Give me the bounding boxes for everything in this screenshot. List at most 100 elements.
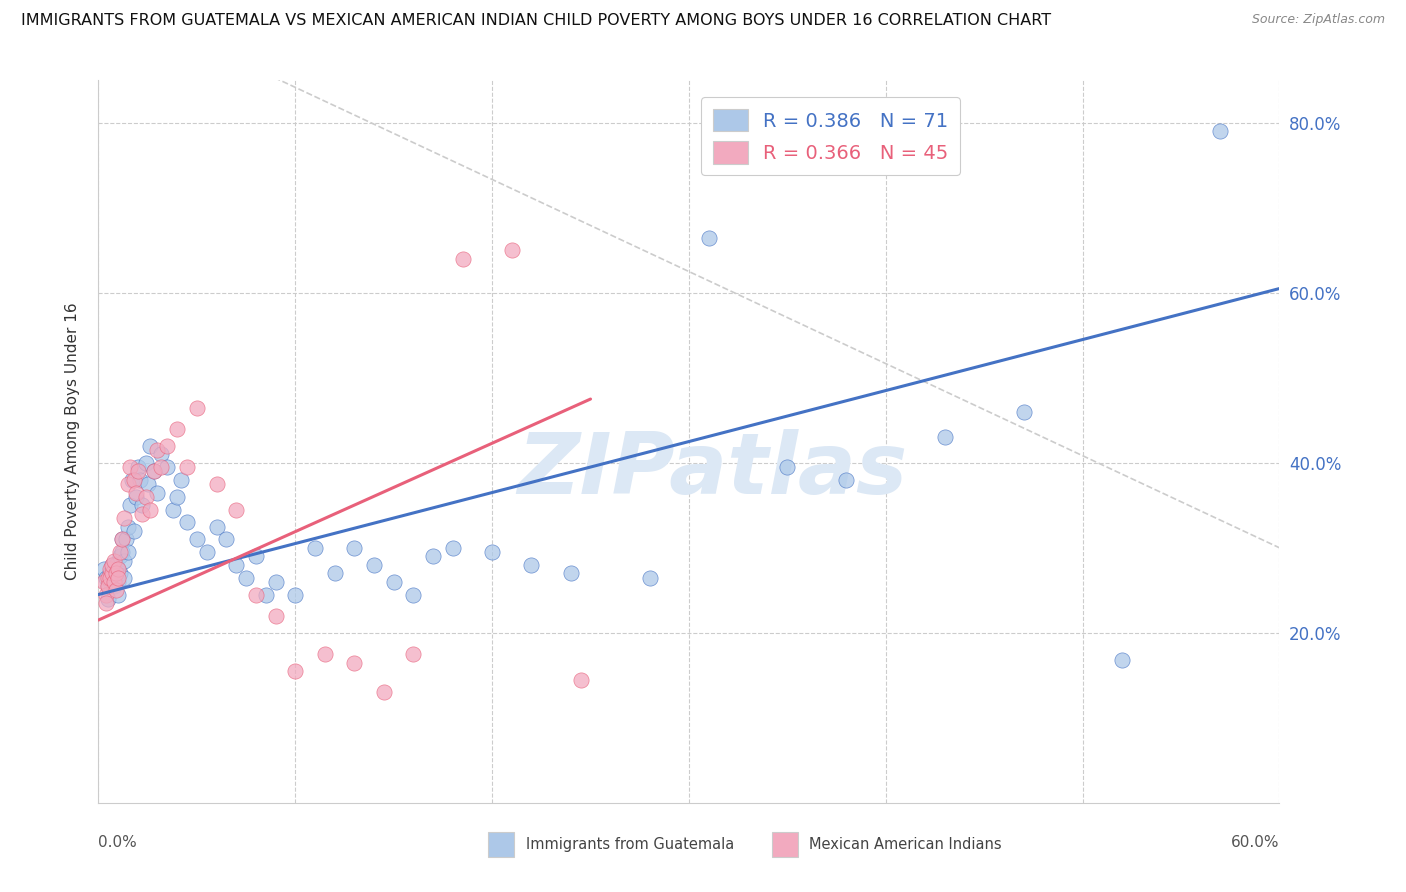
Text: IMMIGRANTS FROM GUATEMALA VS MEXICAN AMERICAN INDIAN CHILD POVERTY AMONG BOYS UN: IMMIGRANTS FROM GUATEMALA VS MEXICAN AME… <box>21 13 1052 29</box>
Point <box>101 558 124 572</box>
Point <box>127 464 149 478</box>
Point <box>96 570 118 584</box>
Point <box>135 490 157 504</box>
Point <box>122 473 145 487</box>
Point <box>284 664 307 678</box>
Point <box>111 533 134 547</box>
Point <box>103 562 125 576</box>
Point <box>98 562 121 576</box>
Point <box>105 566 128 581</box>
Point <box>98 574 121 589</box>
Point <box>343 656 366 670</box>
Point <box>363 558 385 572</box>
Point <box>481 545 503 559</box>
Point <box>111 533 134 547</box>
Point <box>162 502 184 516</box>
Point <box>115 533 138 547</box>
Point <box>284 588 307 602</box>
Point <box>101 568 124 582</box>
Point <box>1012 405 1035 419</box>
Point <box>1209 124 1232 138</box>
Point <box>117 519 139 533</box>
Point <box>97 591 120 606</box>
Point <box>131 507 153 521</box>
Point <box>934 430 956 444</box>
Point <box>1111 653 1133 667</box>
Point <box>105 583 128 598</box>
Point <box>117 545 139 559</box>
Point <box>107 588 129 602</box>
Point <box>697 230 720 244</box>
Point <box>107 562 129 576</box>
Point <box>186 401 208 415</box>
Y-axis label: Child Poverty Among Boys Under 16: Child Poverty Among Boys Under 16 <box>65 302 80 581</box>
Point <box>98 570 121 584</box>
Point <box>156 439 179 453</box>
Point <box>402 647 425 661</box>
Point <box>138 439 160 453</box>
Point <box>254 588 277 602</box>
Point <box>156 460 179 475</box>
Point <box>150 460 173 475</box>
Point <box>118 460 141 475</box>
Point <box>101 566 124 581</box>
Point <box>125 490 148 504</box>
Point <box>97 570 120 584</box>
Point <box>176 460 198 475</box>
Point <box>103 579 125 593</box>
Point <box>176 516 198 530</box>
Text: 60.0%: 60.0% <box>1232 835 1279 850</box>
FancyBboxPatch shape <box>488 831 515 857</box>
Point <box>170 473 193 487</box>
Point <box>304 541 326 555</box>
Point <box>97 579 120 593</box>
Point <box>569 673 592 687</box>
Point <box>451 252 474 266</box>
Point <box>138 502 160 516</box>
Point <box>96 596 118 610</box>
Point <box>107 570 129 584</box>
FancyBboxPatch shape <box>772 831 797 857</box>
Point <box>103 553 125 567</box>
Point <box>136 477 159 491</box>
Point <box>195 545 218 559</box>
Point <box>103 574 125 589</box>
Point <box>225 502 247 516</box>
Text: ZIPatlas: ZIPatlas <box>517 429 908 512</box>
Point <box>105 558 128 572</box>
Point <box>125 485 148 500</box>
Point <box>111 545 134 559</box>
Point <box>264 608 287 623</box>
Point <box>245 549 267 564</box>
Point <box>235 570 257 584</box>
Point <box>96 588 118 602</box>
Point <box>112 511 135 525</box>
Point <box>373 685 395 699</box>
Point <box>112 553 135 567</box>
Point <box>245 588 267 602</box>
Point <box>121 473 143 487</box>
Point <box>122 524 145 538</box>
Point <box>108 566 131 581</box>
Point <box>501 244 523 258</box>
Point <box>142 464 165 478</box>
Point <box>107 562 129 576</box>
Point <box>112 570 135 584</box>
Point <box>128 473 150 487</box>
Point <box>166 422 188 436</box>
Point <box>835 473 858 487</box>
Point <box>117 477 139 491</box>
Point <box>105 570 128 584</box>
Point <box>118 498 141 512</box>
Point <box>314 647 336 661</box>
Point <box>205 477 228 491</box>
Point <box>382 574 405 589</box>
Point <box>205 519 228 533</box>
Point <box>107 574 129 589</box>
Point <box>135 456 157 470</box>
Point <box>215 533 238 547</box>
Point <box>186 533 208 547</box>
Text: Source: ZipAtlas.com: Source: ZipAtlas.com <box>1251 13 1385 27</box>
Point <box>127 460 149 475</box>
Point <box>402 588 425 602</box>
